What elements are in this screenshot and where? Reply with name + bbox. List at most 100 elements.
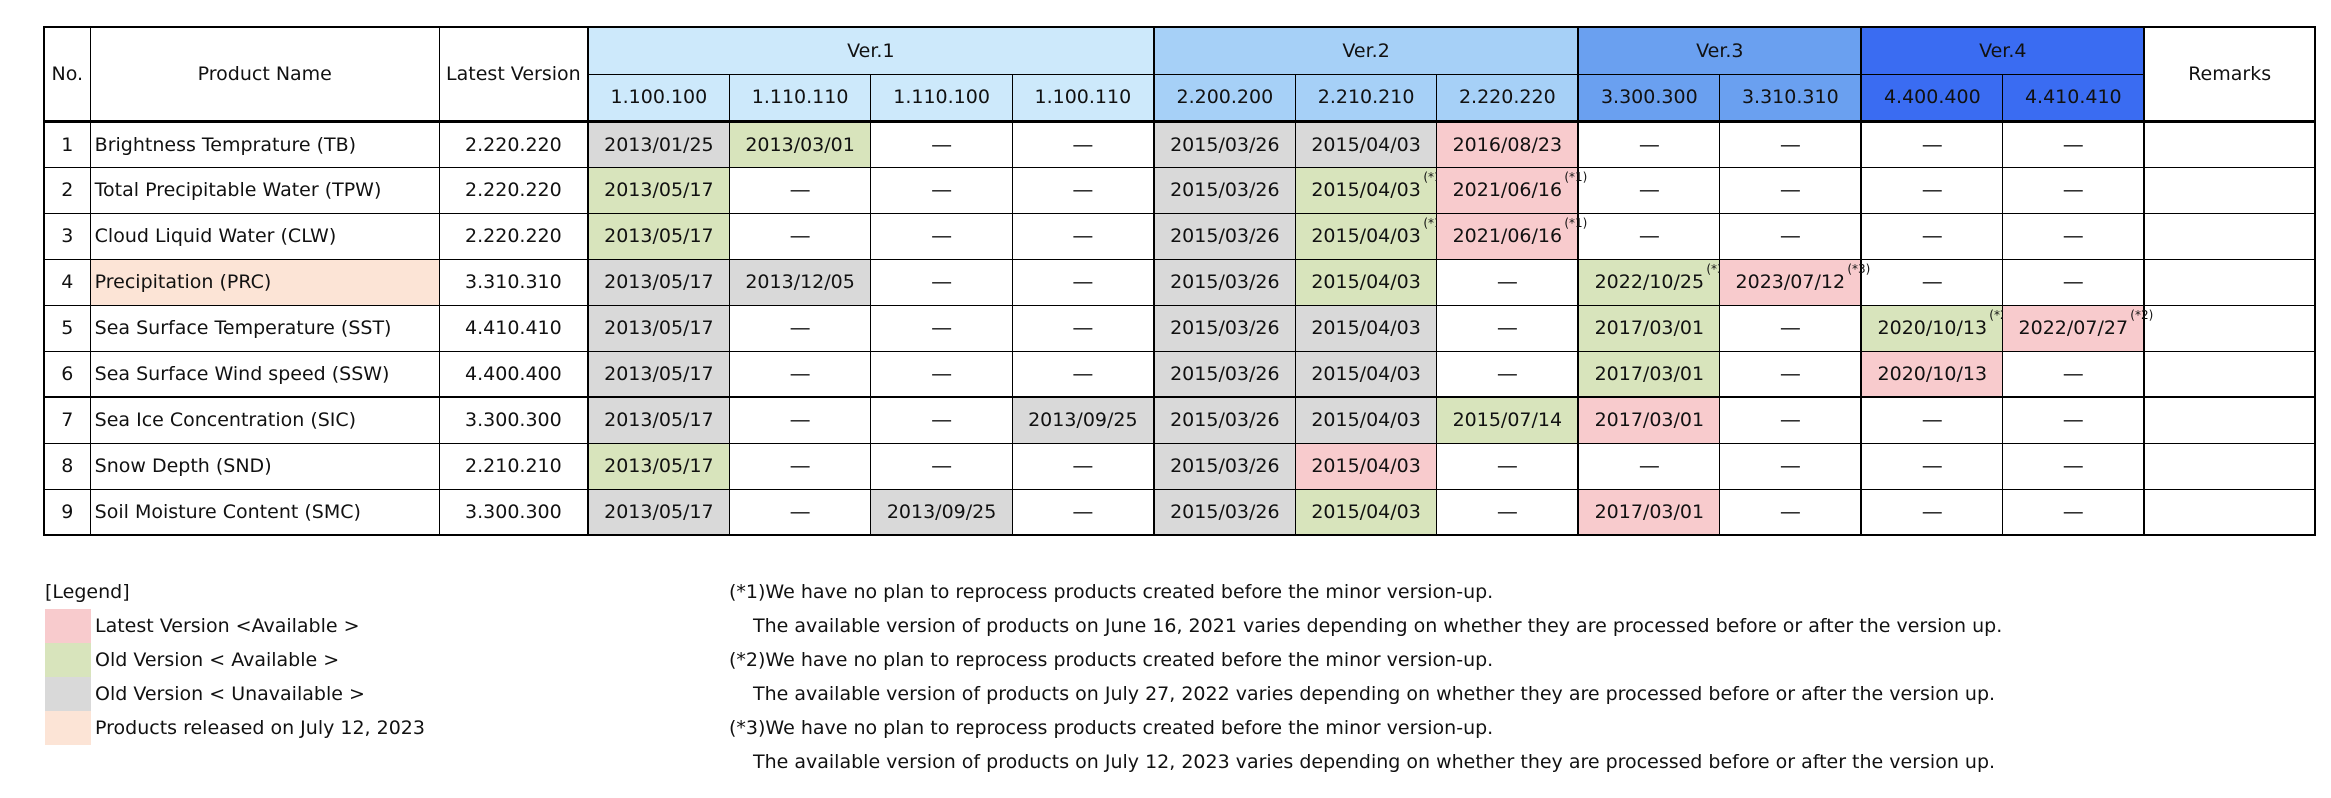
legend-item-latest-available: Latest Version <Available > bbox=[45, 609, 425, 643]
release-date: ― bbox=[1922, 179, 1942, 201]
row-number: 6 bbox=[43, 350, 91, 398]
release-date: 2021/06/16 bbox=[1452, 225, 1563, 247]
release-date: 2013/12/05 bbox=[745, 271, 855, 293]
table-header: No. Product Name Latest Version Ver.1 Ve… bbox=[43, 26, 2316, 122]
release-date: ― bbox=[1922, 500, 1942, 523]
header-version: 1.100.110 bbox=[1011, 73, 1155, 122]
release-date-cell: 2015/03/26 bbox=[1152, 212, 1296, 260]
release-date-cell: ― bbox=[870, 258, 1013, 306]
table-row: 6 Sea Surface Wind speed (SSW) 4.400.400 20… bbox=[43, 350, 2316, 398]
product-name: Precipitation (PRC) bbox=[89, 258, 440, 306]
release-date: ― bbox=[1780, 362, 1800, 385]
release-date-cell: 2015/03/26 bbox=[1152, 442, 1296, 490]
release-date-cell: 2015/04/03 (*1) bbox=[1294, 212, 1446, 260]
release-date: ― bbox=[1073, 179, 1093, 201]
product-name: Snow Depth (SND) bbox=[89, 442, 440, 490]
release-date: 2020/10/13 bbox=[1877, 317, 1988, 339]
table-row: 5 Sea Surface Temperature (SST) 4.410.410 2… bbox=[43, 304, 2316, 352]
release-date: ― bbox=[932, 409, 952, 432]
release-date-cell: ― bbox=[1577, 166, 1721, 214]
release-date: ― bbox=[1922, 271, 1942, 293]
latest-version: 4.400.400 bbox=[438, 350, 589, 398]
release-date: ― bbox=[2063, 271, 2083, 293]
release-date: ― bbox=[1639, 225, 1659, 247]
table-row: 1 Brightness Temprature (TB) 2.220.220 2013… bbox=[43, 119, 2316, 168]
release-date-cell: ― bbox=[1860, 258, 2004, 306]
release-date-cell: 2017/03/01 bbox=[1577, 488, 1721, 536]
release-date: ― bbox=[790, 500, 810, 523]
release-date: 2017/03/01 bbox=[1594, 317, 1705, 339]
release-date: ― bbox=[1639, 133, 1659, 156]
remarks-cell bbox=[2143, 488, 2316, 536]
release-date-cell: ― bbox=[2002, 119, 2145, 168]
release-date-cell: 2017/03/01 bbox=[1577, 350, 1721, 398]
header-version: 1.110.100 bbox=[870, 73, 1013, 122]
release-date: 2015/03/26 bbox=[1170, 409, 1280, 432]
release-date: 2015/04/03 bbox=[1311, 225, 1421, 247]
release-date: 2015/03/26 bbox=[1170, 455, 1280, 477]
release-date: ― bbox=[1073, 500, 1093, 523]
release-date: ― bbox=[1639, 179, 1659, 201]
release-date-cell: ― bbox=[1436, 488, 1579, 536]
release-date: 2015/04/03 bbox=[1311, 455, 1421, 477]
release-date-cell: ― bbox=[1011, 442, 1155, 490]
release-date: ― bbox=[1922, 225, 1942, 247]
release-date: 2013/05/17 bbox=[604, 225, 714, 247]
header-product-name: Product Name bbox=[89, 26, 440, 122]
release-date-cell: ― bbox=[1577, 442, 1721, 490]
release-date-cell: ― bbox=[728, 442, 872, 490]
release-date-cell: ― bbox=[870, 119, 1013, 168]
release-date-cell: ― bbox=[1577, 119, 1721, 168]
row-number: 8 bbox=[43, 442, 91, 490]
release-date-cell: 2015/04/03 bbox=[1294, 258, 1438, 306]
release-date-cell: ― bbox=[1860, 166, 2004, 214]
release-date: ― bbox=[1780, 133, 1800, 156]
table-row: 9 Soil Moisture Content (SMC) 3.300.300 201… bbox=[43, 488, 2316, 536]
release-date: 2015/07/14 bbox=[1452, 409, 1563, 432]
footnote-2-detail: The available version of products on Jul… bbox=[753, 683, 1996, 705]
release-date-cell: ― bbox=[870, 304, 1013, 352]
release-date: ― bbox=[1073, 225, 1093, 247]
header-remarks: Remarks bbox=[2143, 26, 2316, 122]
release-date-cell: 2013/05/17 bbox=[586, 488, 730, 536]
legend-item-old-unavailable: Old Version < Unavailable > bbox=[45, 677, 425, 711]
release-date-cell: 2015/03/26 bbox=[1152, 488, 1296, 536]
release-date: 2013/05/17 bbox=[604, 500, 714, 523]
release-date: 2016/08/23 bbox=[1452, 133, 1563, 156]
release-date: ― bbox=[932, 317, 952, 339]
release-date-cell: ― bbox=[1719, 442, 1862, 490]
release-date-cell: ― bbox=[1860, 488, 2004, 536]
release-date-cell: 2015/03/26 bbox=[1152, 119, 1296, 168]
header-row-groups: No. Product Name Latest Version Ver.1 Ve… bbox=[43, 26, 2316, 122]
legend-label: Old Version < Unavailable > bbox=[95, 683, 365, 705]
release-date-cell: ― bbox=[728, 396, 872, 444]
release-date-cell: 2015/04/03 (*1) bbox=[1294, 166, 1446, 214]
release-date: ― bbox=[1073, 455, 1093, 477]
release-date: ― bbox=[932, 362, 952, 385]
release-date: ― bbox=[1639, 455, 1659, 477]
release-date-cell: 2013/05/17 bbox=[586, 350, 730, 398]
release-date-cell: 2015/04/03 bbox=[1294, 304, 1438, 352]
legend-item-old-available: Old Version < Available > bbox=[45, 643, 425, 677]
release-date-cell: 2013/05/17 bbox=[586, 442, 730, 490]
release-date-cell: 2015/03/26 bbox=[1152, 304, 1296, 352]
row-number: 2 bbox=[43, 166, 91, 214]
release-date: 2013/05/17 bbox=[604, 317, 714, 339]
release-date-cell: ― bbox=[2002, 442, 2145, 490]
release-date: ― bbox=[790, 409, 810, 432]
release-date: ― bbox=[1073, 362, 1093, 385]
release-date: ― bbox=[790, 362, 810, 385]
remarks-cell bbox=[2143, 119, 2316, 168]
table-row: 4 Precipitation (PRC) 3.310.310 2013/05/17 2… bbox=[43, 258, 2316, 306]
release-date-cell: ― bbox=[2002, 166, 2145, 214]
release-date-cell: 2013/05/17 bbox=[586, 396, 730, 444]
release-date: 2017/03/01 bbox=[1594, 409, 1705, 432]
table-row: 7 Sea Ice Concentration (SIC) 3.300.300 201… bbox=[43, 396, 2316, 444]
release-date: 2015/03/26 bbox=[1170, 225, 1280, 247]
release-date: ― bbox=[932, 225, 952, 247]
header-version: 1.110.110 bbox=[728, 73, 872, 122]
release-date: 2015/03/26 bbox=[1170, 362, 1280, 385]
release-date-cell: ― bbox=[1719, 212, 1862, 260]
release-date: ― bbox=[790, 455, 810, 477]
release-date: 2022/07/27 bbox=[2018, 317, 2129, 339]
